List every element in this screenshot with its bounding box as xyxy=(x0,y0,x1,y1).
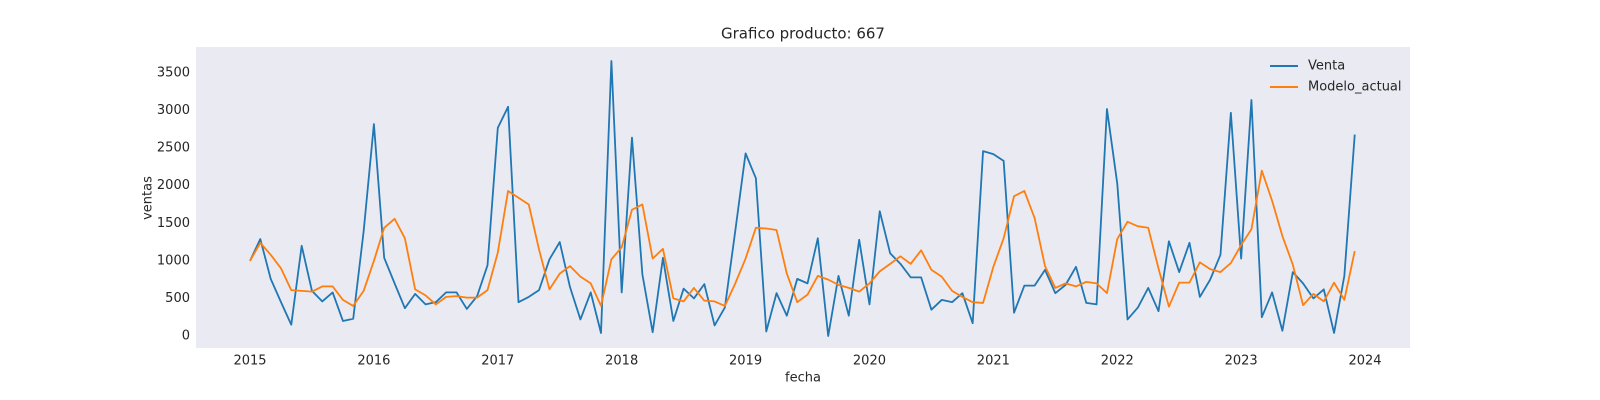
x-tick-label: 2021 xyxy=(977,354,1010,369)
x-axis-label: fecha xyxy=(785,371,821,386)
x-tick-label: 2020 xyxy=(853,354,886,369)
chart-title: Grafico producto: 667 xyxy=(721,25,885,43)
y-axis-label: ventas xyxy=(141,176,156,220)
y-tick-label: 3500 xyxy=(157,65,190,80)
y-tick-label: 1500 xyxy=(157,216,190,231)
x-tick-label: 2022 xyxy=(1101,354,1134,369)
y-tick-label: 0 xyxy=(182,328,190,343)
y-tick-label: 3000 xyxy=(157,103,190,118)
x-tick-label: 2015 xyxy=(233,354,266,369)
x-tick-label: 2016 xyxy=(357,354,390,369)
plot-area xyxy=(196,47,1410,348)
x-tick-label: 2024 xyxy=(1348,354,1381,369)
x-tick-label: 2023 xyxy=(1225,354,1258,369)
y-tick-label: 2000 xyxy=(157,178,190,193)
x-tick-label: 2017 xyxy=(481,354,514,369)
y-tick-label: 2500 xyxy=(157,141,190,156)
y-tick-label: 500 xyxy=(165,291,190,306)
x-tick-label: 2019 xyxy=(729,354,762,369)
legend-label: Modelo_actual xyxy=(1308,80,1402,95)
y-tick-label: 1000 xyxy=(157,253,190,268)
legend-label: Venta xyxy=(1308,59,1345,74)
x-tick-label: 2018 xyxy=(605,354,638,369)
line-series xyxy=(249,169,1356,308)
